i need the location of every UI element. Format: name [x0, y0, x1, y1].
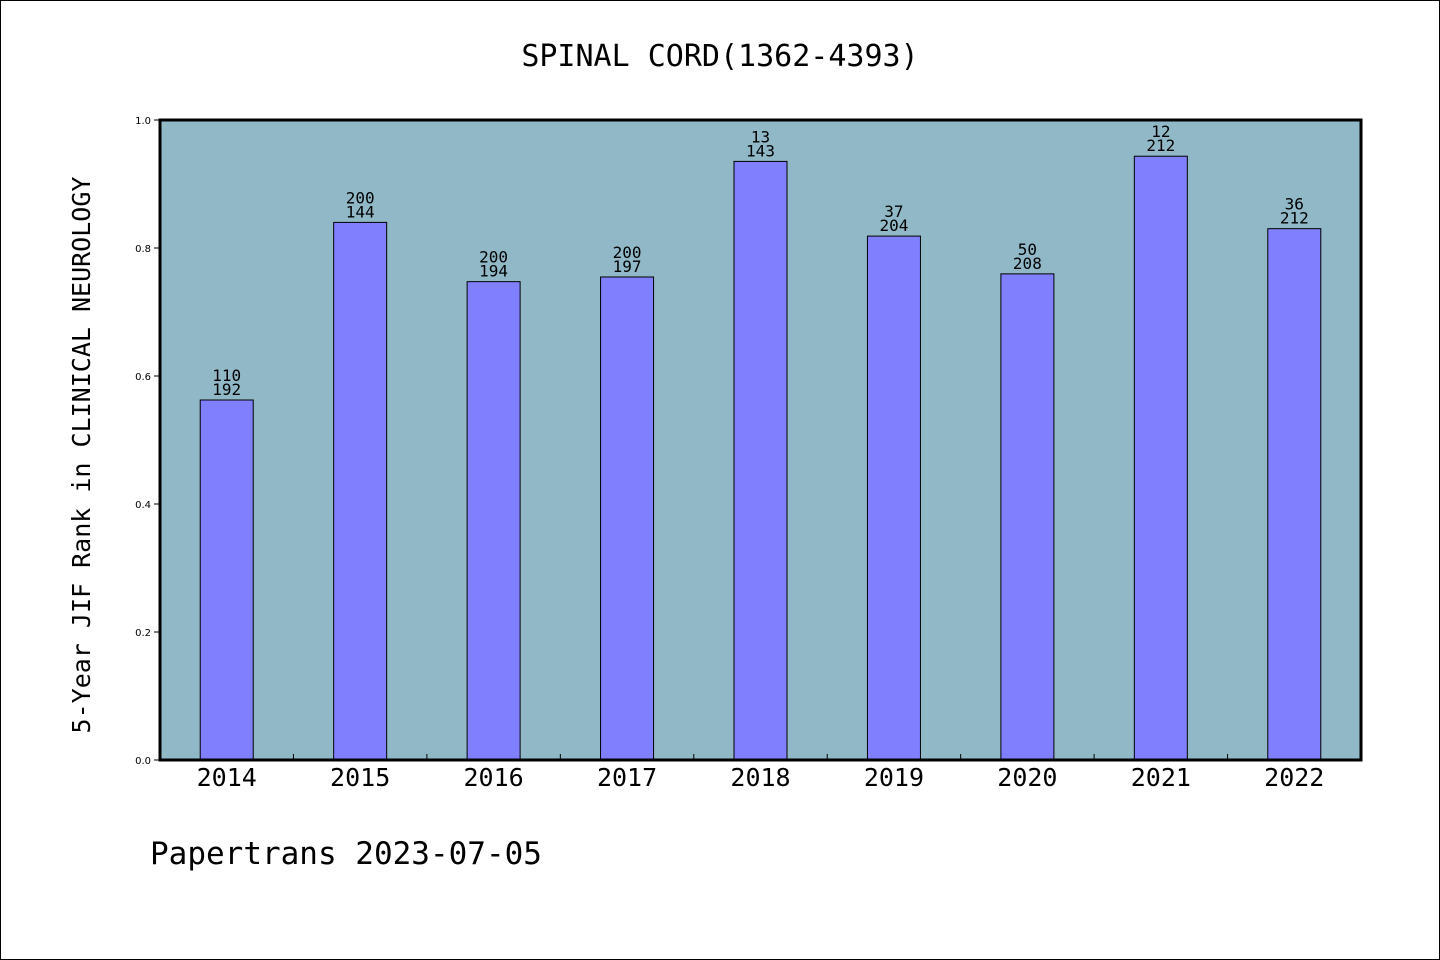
rank-label-2015: 200	[346, 188, 375, 207]
x-tick-label-2020: 2020	[997, 763, 1057, 792]
rank-label-2016: 200	[479, 248, 508, 267]
chart-title: SPINAL CORD(1362-4393)	[521, 39, 918, 74]
y-tick-label: 0.6	[135, 372, 151, 383]
rank-label-2017: 200	[613, 243, 642, 262]
total-label-2017: 197	[613, 257, 642, 276]
y-tick-label: 1.0	[135, 116, 151, 127]
total-label-2014: 192	[212, 380, 241, 399]
total-label-2016: 194	[479, 262, 508, 281]
total-label-2018: 143	[746, 141, 775, 160]
bar-2017	[600, 276, 655, 761]
rank-label-2014: 110	[212, 366, 241, 385]
rank-label-2022: 36	[1285, 195, 1304, 214]
x-tick-label-2022: 2022	[1264, 763, 1324, 792]
bar-2018	[733, 160, 788, 761]
footer-watermark: Papertrans 2023-07-05	[150, 836, 542, 872]
total-label-2015: 144	[346, 202, 375, 221]
bar-2022	[1267, 228, 1322, 761]
bar-2021	[1133, 155, 1188, 761]
y-axis-label: 5-Year JIF Rank in CLINICAL NEUROLOGY	[67, 177, 96, 734]
total-label-2020: 208	[1013, 254, 1042, 273]
rank-label-2020: 50	[1018, 240, 1037, 259]
rank-label-2019: 37	[884, 202, 903, 221]
y-tick-label: 0.2	[135, 628, 151, 639]
total-label-2019: 204	[879, 216, 908, 235]
bar-2014	[199, 399, 254, 761]
bar-2015	[333, 221, 388, 761]
x-tick-label-2015: 2015	[330, 763, 390, 792]
rank-label-2021: 12	[1151, 122, 1170, 141]
x-tick-label-2018: 2018	[730, 763, 790, 792]
total-label-2021: 212	[1146, 136, 1175, 155]
x-tick-label-2016: 2016	[464, 763, 524, 792]
x-ticks-group: 2014 2015 2016 2017 2018 2019 2020 2021 2022	[197, 754, 1324, 792]
x-tick-label-2017: 2017	[597, 763, 657, 792]
x-tick-label-2019: 2019	[864, 763, 924, 792]
plot-frame	[158, 118, 1363, 762]
bar-2019	[866, 235, 921, 761]
x-tick-label-2021: 2021	[1131, 763, 1191, 792]
bars-group: 1101922001442001942001971314337204502081…	[199, 122, 1322, 761]
rank-label-2018: 13	[751, 127, 770, 146]
y-tick-label: 0.8	[135, 244, 151, 255]
y-tick-label: 0.0	[135, 756, 151, 767]
bar-2020	[1000, 273, 1055, 761]
total-label-2022: 212	[1280, 209, 1309, 228]
x-tick-label-2014: 2014	[197, 763, 257, 792]
bar-2016	[466, 281, 521, 761]
y-tick-label: 0.4	[135, 500, 151, 511]
